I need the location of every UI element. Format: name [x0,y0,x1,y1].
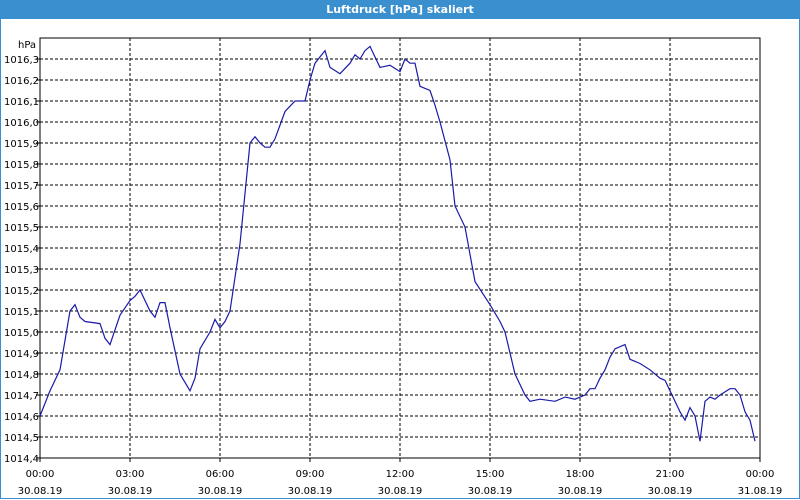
plot-area-border [39,37,761,459]
y-tick-label: 1015,5 [4,223,39,234]
y-tick-label: 1015,2 [4,286,39,297]
x-tick-time-label: 06:00 [206,469,235,480]
y-tick-label: 1014,8 [4,370,39,381]
y-tick-label: 1015,8 [4,160,39,171]
y-axis-ticks: 1014,4 1014,5 1014,6 1014,7 1014,8 1014,9 1015… [4,55,40,465]
x-tick-time-label: 18:00 [566,469,595,480]
x-axis-ticks: 00:00 30.08.19 03:00 30.08.19 06:00 30.08.19 0… [18,458,783,497]
y-tick-label: 1014,5 [4,433,39,444]
y-tick-label: 1016,3 [4,55,39,66]
x-tick-date-label: 31.08.19 [738,486,783,497]
y-tick-label: 1016,1 [4,97,39,108]
y-tick-label: 1015,9 [4,139,39,150]
y-axis-label: hPa [18,40,36,51]
x-tick-time-label: 21:00 [656,469,685,480]
y-tick-label: 1015,7 [4,181,39,192]
x-tick-date-label: 30.08.19 [648,486,693,497]
chart-title: Luftdruck [hPa] skaliert [0,0,800,19]
y-tick-label: 1015,0 [4,328,39,339]
y-tick-label: 1014,4 [4,454,39,465]
x-tick-time-label: 12:00 [386,469,415,480]
x-tick-time-label: 15:00 [476,469,505,480]
x-tick-date-label: 30.08.19 [288,486,333,497]
series-line [39,45,756,442]
x-tick-time-label: 00:00 [26,469,55,480]
y-tick-label: 1015,4 [4,244,39,255]
x-tick-time-label: 09:00 [296,469,325,480]
y-tick-label: 1015,1 [4,307,39,318]
x-tick-time-label: 03:00 [116,469,145,480]
grid-lines [39,38,761,459]
y-tick-label: 1016,2 [4,76,39,87]
x-tick-date-label: 30.08.19 [108,486,153,497]
x-tick-date-label: 30.08.19 [558,486,603,497]
x-tick-date-label: 30.08.19 [18,486,63,497]
y-tick-label: 1015,3 [4,265,39,276]
x-tick-date-label: 30.08.19 [468,486,513,497]
x-tick-date-label: 30.08.19 [378,486,423,497]
y-tick-label: 1015,6 [4,202,39,213]
y-tick-label: 1014,9 [4,349,39,360]
y-tick-label: 1016,0 [4,118,39,129]
x-tick-date-label: 30.08.19 [198,486,243,497]
x-tick-time-label: 00:00 [746,469,775,480]
y-tick-label: 1014,7 [4,391,39,402]
y-tick-label: 1014,6 [4,412,39,423]
